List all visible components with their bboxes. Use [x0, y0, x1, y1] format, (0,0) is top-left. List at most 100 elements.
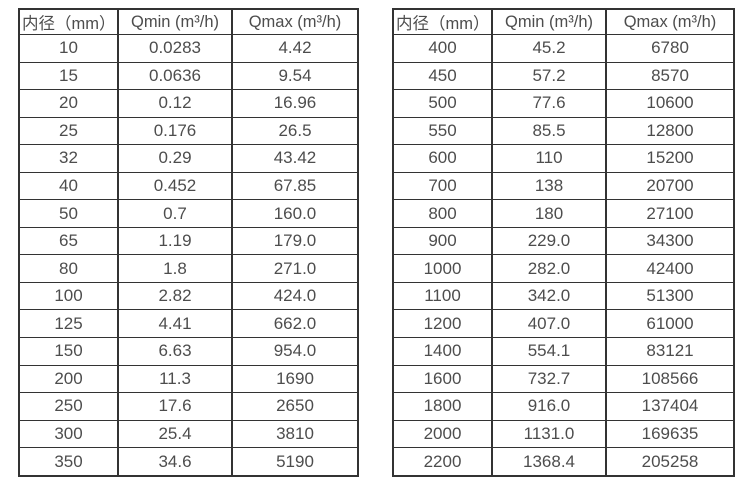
table-cell: 9.54 — [231, 61, 359, 91]
table-cell: 32 — [18, 144, 119, 173]
table-cell: 450 — [392, 61, 493, 91]
column-header: 内径（mm） — [18, 8, 119, 35]
table-cell: 20700 — [605, 171, 735, 201]
table-cell: 5190 — [231, 447, 359, 477]
table-cell: 160.0 — [231, 199, 359, 228]
table-cell: 0.176 — [117, 116, 233, 146]
table-cell: 11.3 — [117, 364, 233, 394]
table-cell: 1100 — [392, 281, 493, 311]
table-cell: 4.41 — [117, 309, 233, 339]
table-cell: 1600 — [392, 364, 493, 394]
table-row: 250 17.6 2650 — [18, 392, 359, 421]
table-cell: 271.0 — [231, 254, 359, 283]
table-cell: 169635 — [605, 419, 735, 449]
header-row: 内径（mm） Qmin (m³/h) Qmax (m³/h) — [392, 8, 735, 35]
table-cell: 205258 — [605, 447, 735, 477]
table-cell: 34.6 — [117, 447, 233, 477]
table-cell: 342.0 — [491, 281, 607, 311]
table-cell: 110 — [491, 144, 607, 173]
table-row: 900 229.0 34300 — [392, 226, 735, 256]
table-row: 32 0.29 43.42 — [18, 144, 359, 173]
table-cell: 51300 — [605, 281, 735, 311]
table-cell: 200 — [18, 364, 119, 394]
table-cell: 83121 — [605, 337, 735, 366]
table-cell: 100 — [18, 281, 119, 311]
table-row: 300 25.4 3810 — [18, 419, 359, 449]
table-cell: 34300 — [605, 226, 735, 256]
table-cell: 300 — [18, 419, 119, 449]
table-cell: 26.5 — [231, 116, 359, 146]
table-cell: 400 — [392, 34, 493, 63]
table-cell: 50 — [18, 199, 119, 228]
table-cell: 125 — [18, 309, 119, 339]
table-cell: 15 — [18, 61, 119, 91]
table-cell: 1.19 — [117, 226, 233, 256]
table-row: 2000 1131.0 169635 — [392, 419, 735, 449]
table-cell: 4.42 — [231, 34, 359, 63]
flow-table-large-diameters: 内径（mm） Qmin (m³/h) Qmax (m³/h) 400 45.2 6780 4… — [392, 8, 735, 477]
table-row: 1000 282.0 42400 — [392, 254, 735, 283]
table-cell: 108566 — [605, 364, 735, 394]
table-row: 1800 916.0 137404 — [392, 392, 735, 421]
table-cell: 1000 — [392, 254, 493, 283]
table-cell: 85.5 — [491, 116, 607, 146]
table-cell: 80 — [18, 254, 119, 283]
table-row: 80 1.8 271.0 — [18, 254, 359, 283]
table-cell: 17.6 — [117, 392, 233, 421]
table-cell: 732.7 — [491, 364, 607, 394]
table-row: 700 138 20700 — [392, 171, 735, 201]
table-row: 25 0.176 26.5 — [18, 116, 359, 146]
flow-table-small-diameters: 内径（mm） Qmin (m³/h) Qmax (m³/h) 10 0.0283 4.42… — [18, 8, 359, 477]
table-cell: 20 — [18, 89, 119, 118]
table-row: 500 77.6 10600 — [392, 89, 735, 118]
table-cell: 8570 — [605, 61, 735, 91]
table-row: 350 34.6 5190 — [18, 447, 359, 477]
table-row: 100 2.82 424.0 — [18, 281, 359, 311]
table-cell: 67.85 — [231, 171, 359, 201]
table-cell: 150 — [18, 337, 119, 366]
table-cell: 700 — [392, 171, 493, 201]
table-cell: 6.63 — [117, 337, 233, 366]
table-cell: 0.7 — [117, 199, 233, 228]
table-cell: 10600 — [605, 89, 735, 118]
table-cell: 2650 — [231, 392, 359, 421]
table-cell: 1131.0 — [491, 419, 607, 449]
table-cell: 180 — [491, 199, 607, 228]
table-cell: 600 — [392, 144, 493, 173]
column-header: Qmax (m³/h) — [231, 8, 359, 35]
table-cell: 1400 — [392, 337, 493, 366]
table-cell: 554.1 — [491, 337, 607, 366]
table-cell: 229.0 — [491, 226, 607, 256]
table-cell: 407.0 — [491, 309, 607, 339]
table-cell: 0.452 — [117, 171, 233, 201]
table-cell: 1200 — [392, 309, 493, 339]
table-cell: 500 — [392, 89, 493, 118]
table-cell: 6780 — [605, 34, 735, 63]
table-row: 125 4.41 662.0 — [18, 309, 359, 339]
table-row: 20 0.12 16.96 — [18, 89, 359, 118]
table-cell: 10 — [18, 34, 119, 63]
table-cell: 550 — [392, 116, 493, 146]
table-row: 200 11.3 1690 — [18, 364, 359, 394]
table-cell: 42400 — [605, 254, 735, 283]
table-row: 1100 342.0 51300 — [392, 281, 735, 311]
table-cell: 3810 — [231, 419, 359, 449]
table-row: 400 45.2 6780 — [392, 34, 735, 63]
table-cell: 65 — [18, 226, 119, 256]
table-cell: 25 — [18, 116, 119, 146]
table-cell: 40 — [18, 171, 119, 201]
table-cell: 27100 — [605, 199, 735, 228]
table-row: 1400 554.1 83121 — [392, 337, 735, 366]
table-cell: 662.0 — [231, 309, 359, 339]
table-row: 15 0.0636 9.54 — [18, 61, 359, 91]
column-header: Qmax (m³/h) — [605, 8, 735, 35]
table-cell: 954.0 — [231, 337, 359, 366]
table-cell: 16.96 — [231, 89, 359, 118]
table-cell: 800 — [392, 199, 493, 228]
table-row: 2200 1368.4 205258 — [392, 447, 735, 477]
table-cell: 424.0 — [231, 281, 359, 311]
table-cell: 0.0283 — [117, 34, 233, 63]
table-cell: 57.2 — [491, 61, 607, 91]
table-row: 1200 407.0 61000 — [392, 309, 735, 339]
